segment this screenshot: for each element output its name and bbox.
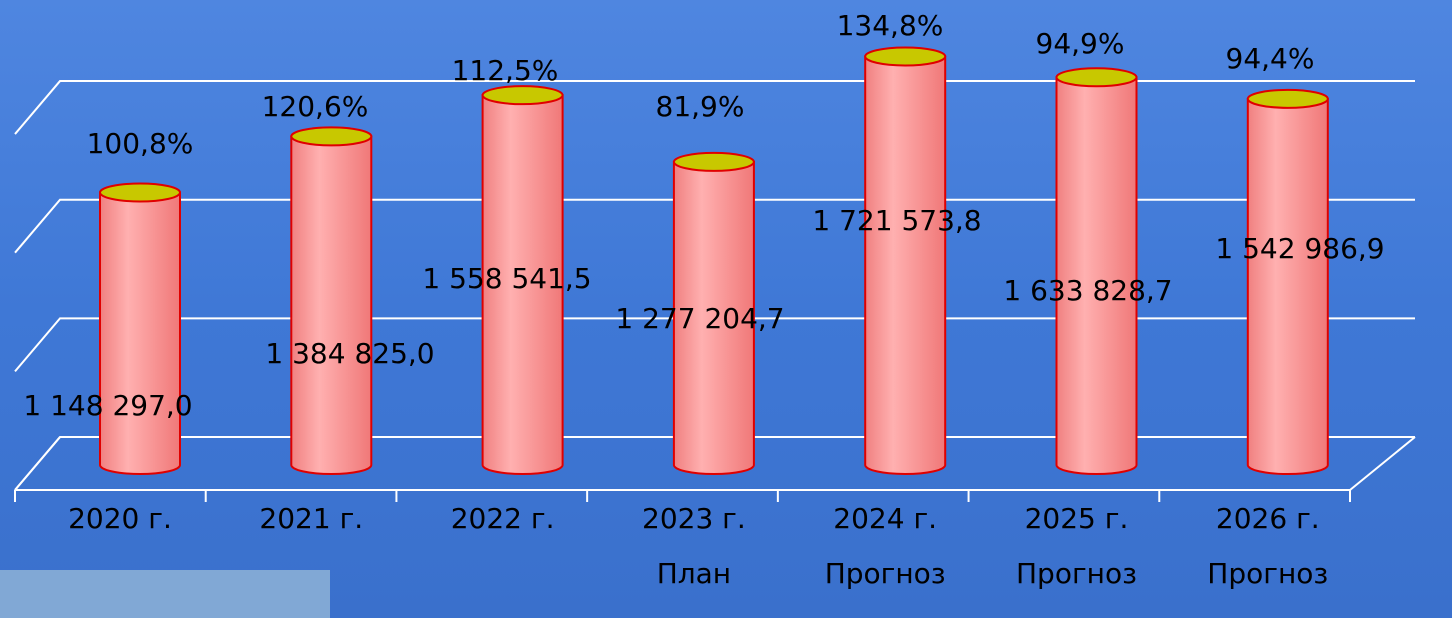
annotation: 81,9% xyxy=(656,90,745,123)
grid-line xyxy=(14,198,1415,254)
bar xyxy=(672,160,755,475)
x-axis-ticks xyxy=(14,490,1351,502)
bar-top xyxy=(290,126,373,147)
annotation: 134,8% xyxy=(837,9,944,42)
annotation: 94,9% xyxy=(1036,27,1125,60)
x-tick-label: 2026 г. xyxy=(1216,502,1320,535)
x-tick-label: План xyxy=(657,557,731,590)
picture-fragment xyxy=(0,570,330,618)
bar-top xyxy=(864,46,947,67)
x-tick-label: 2020 г. xyxy=(68,502,172,535)
bar-top xyxy=(481,85,564,106)
bar xyxy=(864,55,947,475)
grid-line xyxy=(14,317,1415,372)
bar xyxy=(1055,76,1138,475)
value-label: 1 558 541,5 xyxy=(422,262,591,295)
x-tick-label: 2025 г. xyxy=(1025,502,1129,535)
x-tick-label: 2023 г. xyxy=(642,502,746,535)
bar-top xyxy=(672,151,755,172)
value-label: 1 384 825,0 xyxy=(265,337,434,370)
value-label: 1 148 297,0 xyxy=(23,389,192,422)
x-tick-label: 2022 г. xyxy=(451,502,555,535)
grid-line xyxy=(14,80,1415,135)
x-tick-label: Прогноз xyxy=(825,557,946,590)
bar-top xyxy=(99,182,181,203)
bar xyxy=(99,191,181,475)
bar xyxy=(290,135,373,475)
value-label: 1 277 204,7 xyxy=(615,302,784,335)
x-tick-label: Прогноз xyxy=(1207,557,1328,590)
x-tick-label: Прогноз xyxy=(1016,557,1137,590)
bar xyxy=(481,94,564,475)
annotation: 100,8% xyxy=(87,127,194,160)
bar-top xyxy=(1055,67,1138,88)
grid-line xyxy=(14,436,1415,491)
annotation: 94,4% xyxy=(1226,42,1315,75)
x-tick-label: 2021 г. xyxy=(259,502,363,535)
annotation: 120,6% xyxy=(262,90,369,123)
value-label: 1 721 573,8 xyxy=(812,204,981,237)
bar-top xyxy=(1246,88,1329,109)
bar xyxy=(1246,97,1329,475)
annotation: 112,5% xyxy=(452,54,559,87)
x-tick-label: 2024 г. xyxy=(833,502,937,535)
value-label: 1 542 986,9 xyxy=(1215,232,1384,265)
value-label: 1 633 828,7 xyxy=(1003,274,1172,307)
